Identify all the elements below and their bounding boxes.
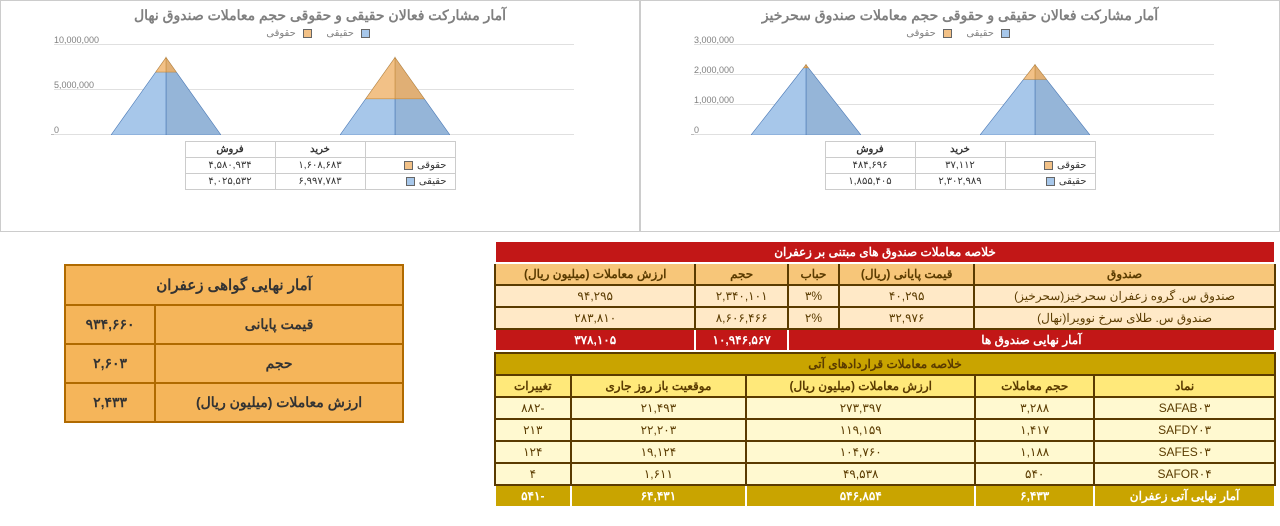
chart-title: آمار مشارکت فعالان حقیقی و حقوقی حجم معا… — [651, 7, 1269, 24]
cert-label: قیمت پایانی — [155, 305, 403, 344]
futures-col: حجم معاملات — [975, 375, 1094, 397]
cert-value: ۲,۴۳۳ — [65, 383, 155, 422]
futures-cell: ۲۱۳ — [495, 419, 571, 441]
futures-cell: ۲۲,۲۰۳ — [571, 419, 747, 441]
futures-cell: ۱۲۴ — [495, 441, 571, 463]
pyramid — [746, 45, 866, 135]
futures-cell: SAFDY۰۳ — [1094, 419, 1275, 441]
funds-cell: ۸,۶۰۶,۴۶۶ — [695, 307, 787, 329]
funds-table: خلاصه معاملات صندوق های مبتنی بر زعفران … — [494, 240, 1276, 352]
cert-title: آمار نهایی گواهی زعفران — [65, 265, 403, 305]
cert-table: آمار نهایی گواهی زعفران قیمت پایانی۹۳۴,۶… — [64, 264, 404, 423]
futures-cell: SAFOR۰۴ — [1094, 463, 1275, 485]
futures-cell: ۱۹,۱۲۴ — [571, 441, 747, 463]
futures-title: خلاصه معاملات قراردادهای آتی — [495, 353, 1275, 375]
funds-cell: ۴۰,۲۹۵ — [839, 285, 974, 307]
funds-total-label: آمار نهایی صندوق ها — [788, 329, 1275, 351]
futures-cell: ۱۱۹,۱۵۹ — [746, 419, 975, 441]
funds-total-val: ۳۷۸,۱۰۵ — [495, 329, 695, 351]
futures-cell: ۴۹,۵۳۸ — [746, 463, 975, 485]
funds-col: حباب — [788, 263, 839, 285]
funds-cell: ۳۲,۹۷۶ — [839, 307, 974, 329]
futures-cell: ۱,۶۱۱ — [571, 463, 747, 485]
futures-cell: ۲۷۳,۳۹۷ — [746, 397, 975, 419]
chart-legend: حقیقی حقوقی — [651, 28, 1269, 39]
funds-cell: صندوق س. طلای سرخ نوویرا(نهال) — [974, 307, 1275, 329]
futures-cell: ۵۴۰ — [975, 463, 1094, 485]
futures-col: موقعیت باز روز جاری — [571, 375, 747, 397]
chart-mini-table: خریدفروشحقوقی۱,۶۰۸,۶۸۳۴,۵۸۰,۹۳۴حقیقی۶,۹۹… — [185, 141, 456, 190]
cert-label: حجم — [155, 344, 403, 383]
funds-total-vol: ۱۰,۹۴۶,۵۶۷ — [695, 329, 787, 351]
futures-table: خلاصه معاملات قراردادهای آتی نمادحجم معا… — [494, 352, 1276, 508]
funds-col: قیمت پایانی (ریال) — [839, 263, 974, 285]
chart-mini-table: خریدفروشحقوقی۳۷,۱۱۲۴۸۴,۶۹۶حقیقی۲,۳۰۲,۹۸۹… — [825, 141, 1096, 190]
funds-cell: ۲% — [788, 307, 839, 329]
funds-cell: صندوق س. گروه زعفران سحرخیز(سحرخیز) — [974, 285, 1275, 307]
futures-cell: ۱,۴۱۷ — [975, 419, 1094, 441]
chart-panel: آمار مشارکت فعالان حقیقی و حقوقی حجم معا… — [0, 0, 640, 232]
funds-title: خلاصه معاملات صندوق های مبتنی بر زعفران — [495, 241, 1275, 263]
futures-total-label: آمار نهایی آتی زعفران — [1094, 485, 1275, 507]
chart-legend: حقیقی حقوقی — [11, 28, 629, 39]
pyramid — [975, 45, 1095, 135]
futures-col: ارزش معاملات (میلیون ریال) — [746, 375, 975, 397]
cert-value: ۹۳۴,۶۶۰ — [65, 305, 155, 344]
funds-col: حجم — [695, 263, 787, 285]
futures-cell: ۱۰۴,۷۶۰ — [746, 441, 975, 463]
futures-cell: -۸۸۲ — [495, 397, 571, 419]
funds-col: ارزش معاملات (میلیون ریال) — [495, 263, 695, 285]
futures-cell: ۱,۱۸۸ — [975, 441, 1094, 463]
funds-cell: ۲۸۳,۸۱۰ — [495, 307, 695, 329]
futures-col: تغییرات — [495, 375, 571, 397]
cert-label: ارزش معاملات (میلیون ریال) — [155, 383, 403, 422]
futures-cell: SAFES۰۳ — [1094, 441, 1275, 463]
funds-cell: ۳% — [788, 285, 839, 307]
futures-col: نماد — [1094, 375, 1275, 397]
futures-cell: ۲۱,۴۹۳ — [571, 397, 747, 419]
pyramid — [106, 45, 226, 135]
chart-title: آمار مشارکت فعالان حقیقی و حقوقی حجم معا… — [11, 7, 629, 24]
chart-panel: آمار مشارکت فعالان حقیقی و حقوقی حجم معا… — [640, 0, 1280, 232]
funds-cell: ۹۴,۲۹۵ — [495, 285, 695, 307]
futures-cell: SAFAB۰۳ — [1094, 397, 1275, 419]
funds-cell: ۲,۳۴۰,۱۰۱ — [695, 285, 787, 307]
futures-cell: ۳,۲۸۸ — [975, 397, 1094, 419]
cert-value: ۲,۶۰۳ — [65, 344, 155, 383]
funds-col: صندوق — [974, 263, 1275, 285]
pyramid — [335, 45, 455, 135]
futures-cell: ۴ — [495, 463, 571, 485]
